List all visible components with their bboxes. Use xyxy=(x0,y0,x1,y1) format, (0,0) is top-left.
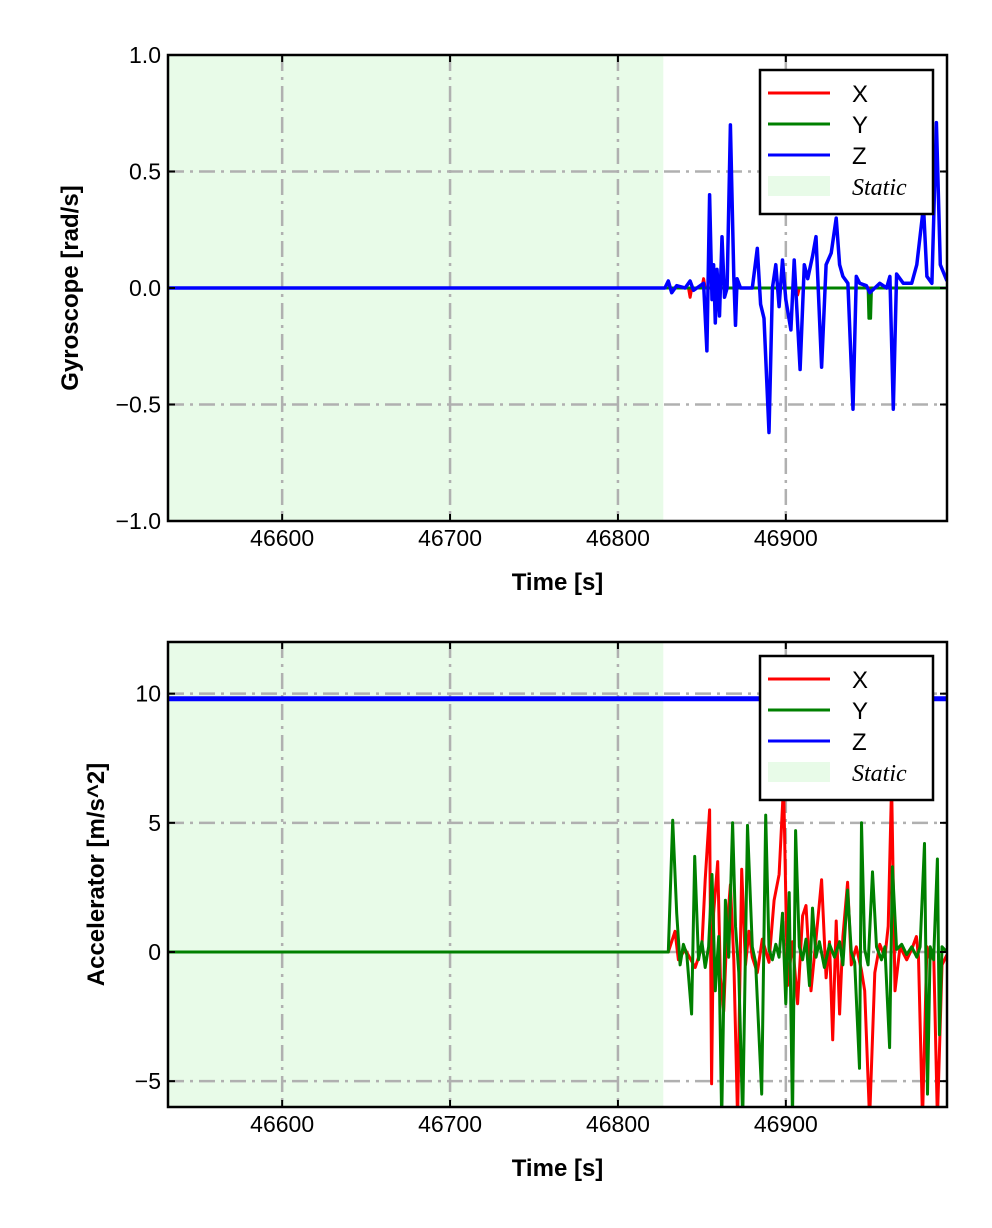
x-tick-label: 46900 xyxy=(754,525,818,551)
legend: XYZ Static xyxy=(758,654,935,802)
x-axis-label: Time [s] xyxy=(512,1155,604,1182)
y-tick-label: 1.0 xyxy=(129,42,161,68)
x-tick-label: 46800 xyxy=(586,525,650,551)
x-tick-label: 46600 xyxy=(250,1111,314,1137)
legend-label-y: Y xyxy=(852,698,868,725)
y-tick-label: −5 xyxy=(135,1068,161,1094)
legend-swatch-static xyxy=(768,176,830,196)
x-axis-label: Time [s] xyxy=(512,569,604,596)
legend-swatch-static xyxy=(768,762,830,782)
y-tick-label: 0.0 xyxy=(129,275,161,301)
legend-label-z: Z xyxy=(852,143,867,170)
static-region xyxy=(168,642,664,1107)
series-line-z xyxy=(168,120,947,435)
y-tick-label: 10 xyxy=(135,681,161,707)
legend-label-z: Z xyxy=(852,729,867,756)
y-tick-label: 0 xyxy=(148,939,161,965)
y-tick-label: −1.0 xyxy=(116,508,161,534)
x-tick-label: 46700 xyxy=(418,525,482,551)
series-line-y xyxy=(168,813,947,1107)
x-tick-label: 46600 xyxy=(250,525,314,551)
y-tick-label: 0.5 xyxy=(129,159,161,185)
legend-label-static: Static xyxy=(852,175,907,201)
legend-label-x: X xyxy=(852,667,868,694)
y-axis-label: Gyroscope [rad/s] xyxy=(57,185,84,390)
x-tick-label: 46800 xyxy=(586,1111,650,1137)
series-line-x xyxy=(168,782,947,1107)
y-tick-label: 5 xyxy=(148,810,161,836)
subplot-gyroscope: 46600 46700 46800 46900 −1.0 −0.5 0.0 0.5 1.0 Tim… xyxy=(57,42,949,596)
legend-label-y: Y xyxy=(852,112,868,139)
x-tick-label: 46900 xyxy=(754,1111,818,1137)
y-axis-label: Accelerator [m/s^2] xyxy=(83,763,110,986)
legend-label-static: Static xyxy=(852,761,907,787)
axes-frame xyxy=(166,640,949,1109)
y-tick-label: −0.5 xyxy=(116,392,161,418)
subplot-accelerometer: 46600 46700 46800 46900 −5 0 5 10 Time [s] Accele… xyxy=(83,640,949,1182)
x-tick-label: 46700 xyxy=(418,1111,482,1137)
series-group xyxy=(168,120,947,435)
legend-label-x: X xyxy=(852,81,868,108)
series-line-x xyxy=(168,277,947,299)
legend: XYZ Static xyxy=(758,68,935,216)
